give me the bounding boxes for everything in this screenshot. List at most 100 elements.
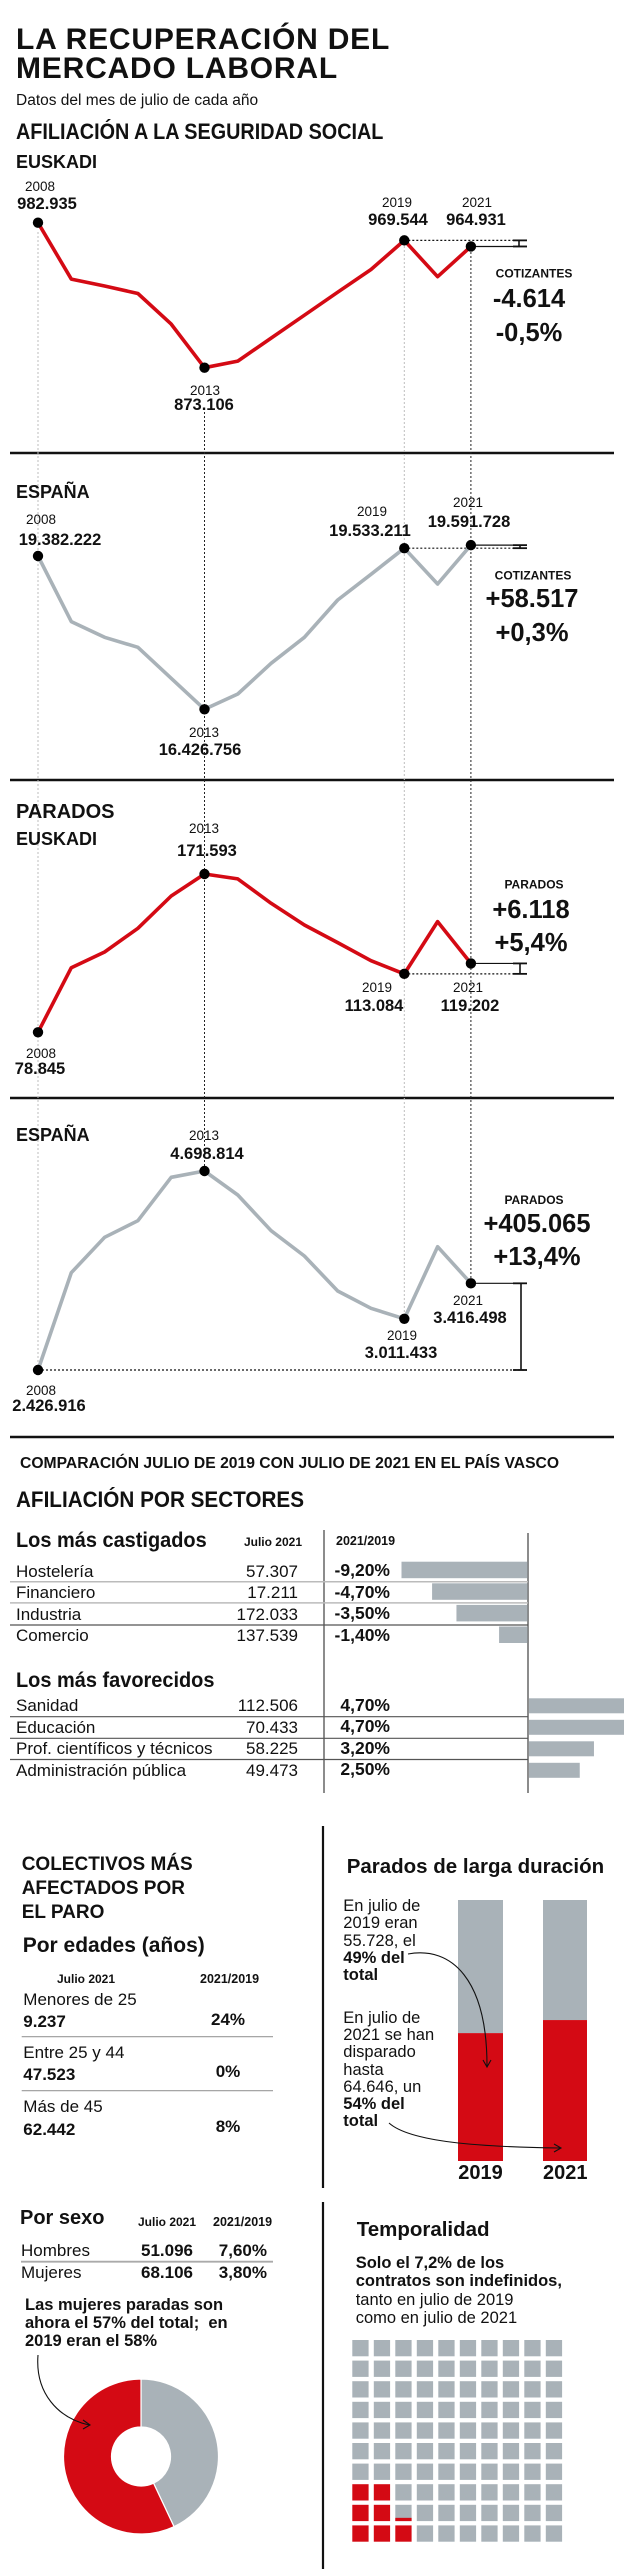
afiliacion-euskadi-point-2021 [465,241,477,252]
colectivos-title: COLECTIVOS MÁS AFECTADOS POR EL PARO [21,1854,193,1923]
chart-marks [32,217,624,2542]
year-label-2008: 2008 [26,512,56,527]
waffle-cell [545,2443,563,2460]
year-label-2021: 2021 [462,195,492,210]
sector-change: -1,40% [334,1625,390,1645]
sector-bar-educación [529,1719,624,1735]
subtitle: Datos del mes de julio de cada año [16,92,259,109]
waffle-cell-highlighted [352,2504,369,2522]
afiliacion-espana-point-2019 [399,542,410,554]
waffle-cell [352,2463,369,2480]
chart-title-parados-espana: ESPAÑA [16,1125,90,1146]
afiliacion-espana-point-2008 [32,550,44,562]
waffle-cell [395,2504,412,2522]
waffle-cell [438,2504,455,2522]
sector-bar-hostelería [401,1561,528,1579]
column-header-julio-2021: Julio 2021 [243,1534,302,1549]
change-percent: +5,4% [494,929,567,957]
bar-2019-long-term [458,2033,503,2161]
column-header-julio-2021: Julio 2021 [57,1972,116,1986]
parados-espana-line [36,1169,473,1372]
waffle-cell [502,2422,520,2439]
age-group-change: 24% [210,2009,246,2029]
waffle-cell [459,2422,477,2439]
waffle-cell [502,2525,520,2542]
age-group-value: 47.523 [23,2064,76,2084]
change-absolute: +6.118 [492,896,569,924]
waffle-cell [352,2340,369,2357]
group-title-favorecidos: Los más favorecidos [16,1670,225,1691]
sector-julio-2021: 70.433 [246,1717,298,1737]
waffle-cell [524,2381,541,2398]
sector-name: Comercio [16,1626,89,1646]
colectivos-table-lines [21,2036,273,2263]
sector-name: Educación [16,1717,96,1737]
bar-2021-rest [543,1900,587,2021]
waffle-cell [395,2484,412,2501]
waffle-cell-highlighted [373,2484,391,2501]
waffle-cell [416,2484,434,2501]
sex-value: 68.106 [141,2262,193,2282]
waffle-cell [459,2484,477,2501]
parados-euskadi-point-2013 [199,868,210,880]
waffle-cell-partial [395,2517,412,2522]
value-label-2021: 119.202 [441,997,500,1015]
year-label-2019: 2019 [387,1328,417,1343]
page-title: LA RECUPERACIÓN DEL MERCADO LABORAL [16,23,391,84]
sectores-title: AFILIACIÓN POR SECTORES [16,1488,322,1511]
sector-table-lines [10,1530,529,1793]
waffle-cell [395,2422,412,2439]
waffle-cell [373,2360,391,2377]
waffle-cell [459,2401,477,2419]
parados-euskadi-point-2021 [465,958,477,969]
waffle-cell [395,2381,412,2398]
annotation-2021: En julio de 2021 se han disparado hasta … [343,2009,440,2131]
change-absolute: +405.065 [483,1210,590,1238]
waffle-cell [545,2525,563,2542]
change-label: COTIZANTES [496,267,573,281]
chart-title-afiliacion-euskadi: EUSKADI [16,151,98,172]
waffle-cell [395,2463,412,2480]
sector-name: Sanidad [16,1696,79,1716]
change-percent: +13,4% [493,1243,580,1271]
parados-espana-point-2013 [199,1165,210,1177]
section-heading-afiliacion: AFILIACIÓN A LA SEGURIDAD SOCIAL [16,120,424,143]
por-sexo-title: Por sexo [20,2207,105,2229]
sector-name: Administración pública [16,1760,187,1780]
waffle-cell [438,2463,455,2480]
waffle-cell [481,2504,498,2522]
waffle-cell [459,2360,477,2377]
sector-change: -9,20% [334,1560,390,1581]
sex-value: 51.096 [141,2241,193,2261]
waffle-cell [545,2401,563,2419]
waffle-cell [481,2401,498,2419]
chart-labels: 2008 982.935 2019 969.544 2021 964.931 2… [12,179,590,1415]
waffle-cell [481,2443,498,2460]
change-label: PARADOS [504,878,563,892]
value-label-2008: 982.935 [17,195,77,213]
waffle-cell [438,2443,455,2460]
waffle-cell [459,2381,477,2398]
waffle-cell [502,2463,520,2480]
sector-bar-prof-científicos-y-técnicos [529,1741,594,1757]
sex-label: Hombres [21,2241,90,2261]
waffle-cell [373,2463,391,2480]
year-label-2019: 2019 [362,980,392,995]
afiliacion-euskadi-point-2013 [199,362,210,373]
value-label-2013: 873.106 [174,396,234,414]
waffle-cell-highlighted [352,2484,369,2501]
waffle-cell [395,2360,412,2377]
year-label-2013: 2013 [190,383,220,398]
parados-espana-point-2019 [399,1313,410,1325]
afiliacion-espana-point-2021 [465,539,477,551]
column-header-julio-2021: Julio 2021 [138,2214,197,2229]
group-title-text: Los más favorecidos [16,1669,215,1693]
column-header-change: 2021/2019 [336,1534,396,1549]
year-label-2019: 2019 [382,195,412,210]
afiliacion-euskadi-point-2019 [399,235,410,246]
waffle-cell [416,2443,434,2460]
bar-category-label: 2021 [543,2162,588,2185]
waffle-cell [524,2504,541,2522]
title-line-1: LA RECUPERACIÓN DEL [16,23,391,56]
annotation-2019: En julio de 2019 eran 55.728, el 49% del… [343,1897,440,1984]
